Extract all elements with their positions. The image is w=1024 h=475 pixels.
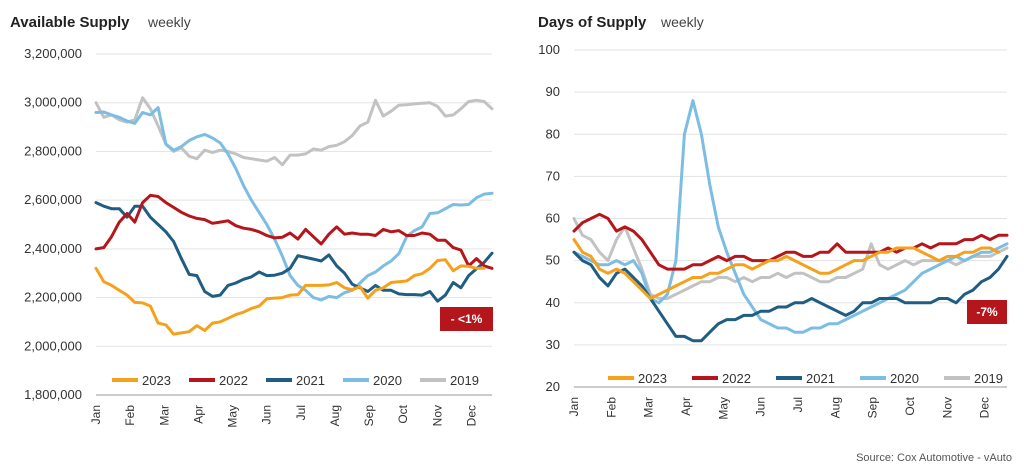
legend: 2023 2022 2021 2020 2019 (608, 371, 1003, 386)
x-axis-ticks: Jan Feb Mar Apr May Jun Jul Aug Sep Oct Nov Dec (89, 404, 479, 427)
legend-label-2019: 2019 (974, 371, 1003, 386)
chart-subtitle: weekly (660, 14, 704, 30)
change-badge-box (967, 300, 1007, 324)
y-tick-label: 3,000,000 (24, 95, 82, 110)
series-line-2022 (572, 212, 1009, 271)
y-tick-label: 20 (546, 379, 560, 394)
x-tick-label: Sep (362, 405, 376, 427)
legend-label-2020: 2020 (373, 373, 402, 388)
y-tick-label: 40 (546, 295, 560, 310)
y-tick-label: 2,000,000 (24, 338, 82, 353)
x-tick-label: Oct (396, 404, 410, 423)
y-tick-label: 1,800,000 (24, 387, 82, 402)
y-axis-ticks: 1,800,000 2,000,000 2,200,000 2,400,000 2,60… (24, 46, 82, 402)
series-line-2020 (94, 106, 494, 302)
x-tick-label: Mar (157, 405, 171, 426)
x-axis-ticks: Jan Feb Mar Apr May Jun Jul Aug Sep Oct Nov Dec (567, 396, 992, 419)
series-line-2021 (94, 201, 494, 303)
x-tick-label: Jun (260, 405, 274, 424)
x-tick-label: Jan (89, 405, 103, 424)
y-tick-label: 70 (546, 168, 560, 183)
x-tick-label: Jul (791, 397, 805, 412)
x-tick-label: Dec (978, 397, 992, 418)
y-tick-label: 3,200,000 (24, 46, 82, 61)
x-tick-label: Feb (123, 405, 137, 426)
x-tick-label: Apr (191, 405, 205, 424)
x-tick-label: May (226, 405, 240, 428)
x-tick-label: Apr (679, 397, 693, 416)
series-line-2023 (94, 258, 486, 336)
y-tick-label: 2,800,000 (24, 143, 82, 158)
legend-label-2022: 2022 (219, 373, 248, 388)
source-note: Source: Cox Automotive - vAuto (856, 452, 1012, 464)
change-badge-label: - <1% (451, 312, 483, 326)
x-tick-label: Mar (642, 397, 656, 418)
days-of-supply-chart: Days of Supply weekly 20 30 40 50 60 70 80 90 10… (538, 14, 1009, 420)
y-tick-label: 100 (538, 42, 560, 57)
change-badge-label: -7% (976, 305, 998, 319)
x-tick-label: Nov (940, 397, 954, 418)
chart-subtitle: weekly (147, 14, 191, 30)
y-axis-ticks: 20 30 40 50 60 70 80 90 100 (538, 42, 560, 394)
grid-lines (574, 49, 1007, 388)
change-badge: -7% (967, 300, 1007, 324)
series-line-2019 (94, 96, 494, 167)
y-tick-label: 2,400,000 (24, 241, 82, 256)
x-tick-label: Oct (903, 396, 917, 415)
y-tick-label: 2,200,000 (24, 290, 82, 305)
available-supply-chart: Available Supply weekly 1,800,000 2,000,0… (10, 14, 494, 428)
series-line-2023 (572, 238, 1000, 300)
y-tick-label: 50 (546, 253, 560, 268)
x-tick-label: Nov (430, 405, 444, 426)
y-tick-label: 2,600,000 (24, 192, 82, 207)
legend-label-2023: 2023 (142, 373, 171, 388)
x-tick-label: Feb (604, 397, 618, 418)
chart-title: Days of Supply (538, 14, 647, 31)
change-badge-box (440, 307, 493, 331)
y-tick-label: 60 (546, 211, 560, 226)
legend-label-2021: 2021 (806, 371, 835, 386)
series-lines (572, 99, 1009, 343)
x-tick-label: Jan (567, 397, 581, 416)
series-line-2022 (94, 193, 494, 270)
legend: 2023 2022 2021 2020 2019 (112, 373, 479, 388)
x-tick-label: Aug (828, 397, 842, 418)
legend-label-2019: 2019 (450, 373, 479, 388)
x-tick-label: Aug (328, 405, 342, 426)
legend-label-2023: 2023 (638, 371, 667, 386)
legend-label-2021: 2021 (296, 373, 325, 388)
change-badge: - <1% (440, 307, 493, 331)
x-tick-label: Jul (294, 405, 308, 420)
chart-title: Available Supply (10, 14, 130, 31)
series-line-2020 (572, 99, 1009, 334)
y-tick-label: 30 (546, 337, 560, 352)
series-lines (94, 96, 494, 336)
x-tick-label: May (716, 397, 730, 420)
y-tick-label: 90 (546, 84, 560, 99)
legend-label-2020: 2020 (890, 371, 919, 386)
x-tick-label: Jun (754, 397, 768, 416)
x-tick-label: Dec (465, 405, 479, 426)
legend-label-2022: 2022 (722, 371, 751, 386)
x-tick-label: Sep (866, 397, 880, 419)
y-tick-label: 80 (546, 126, 560, 141)
